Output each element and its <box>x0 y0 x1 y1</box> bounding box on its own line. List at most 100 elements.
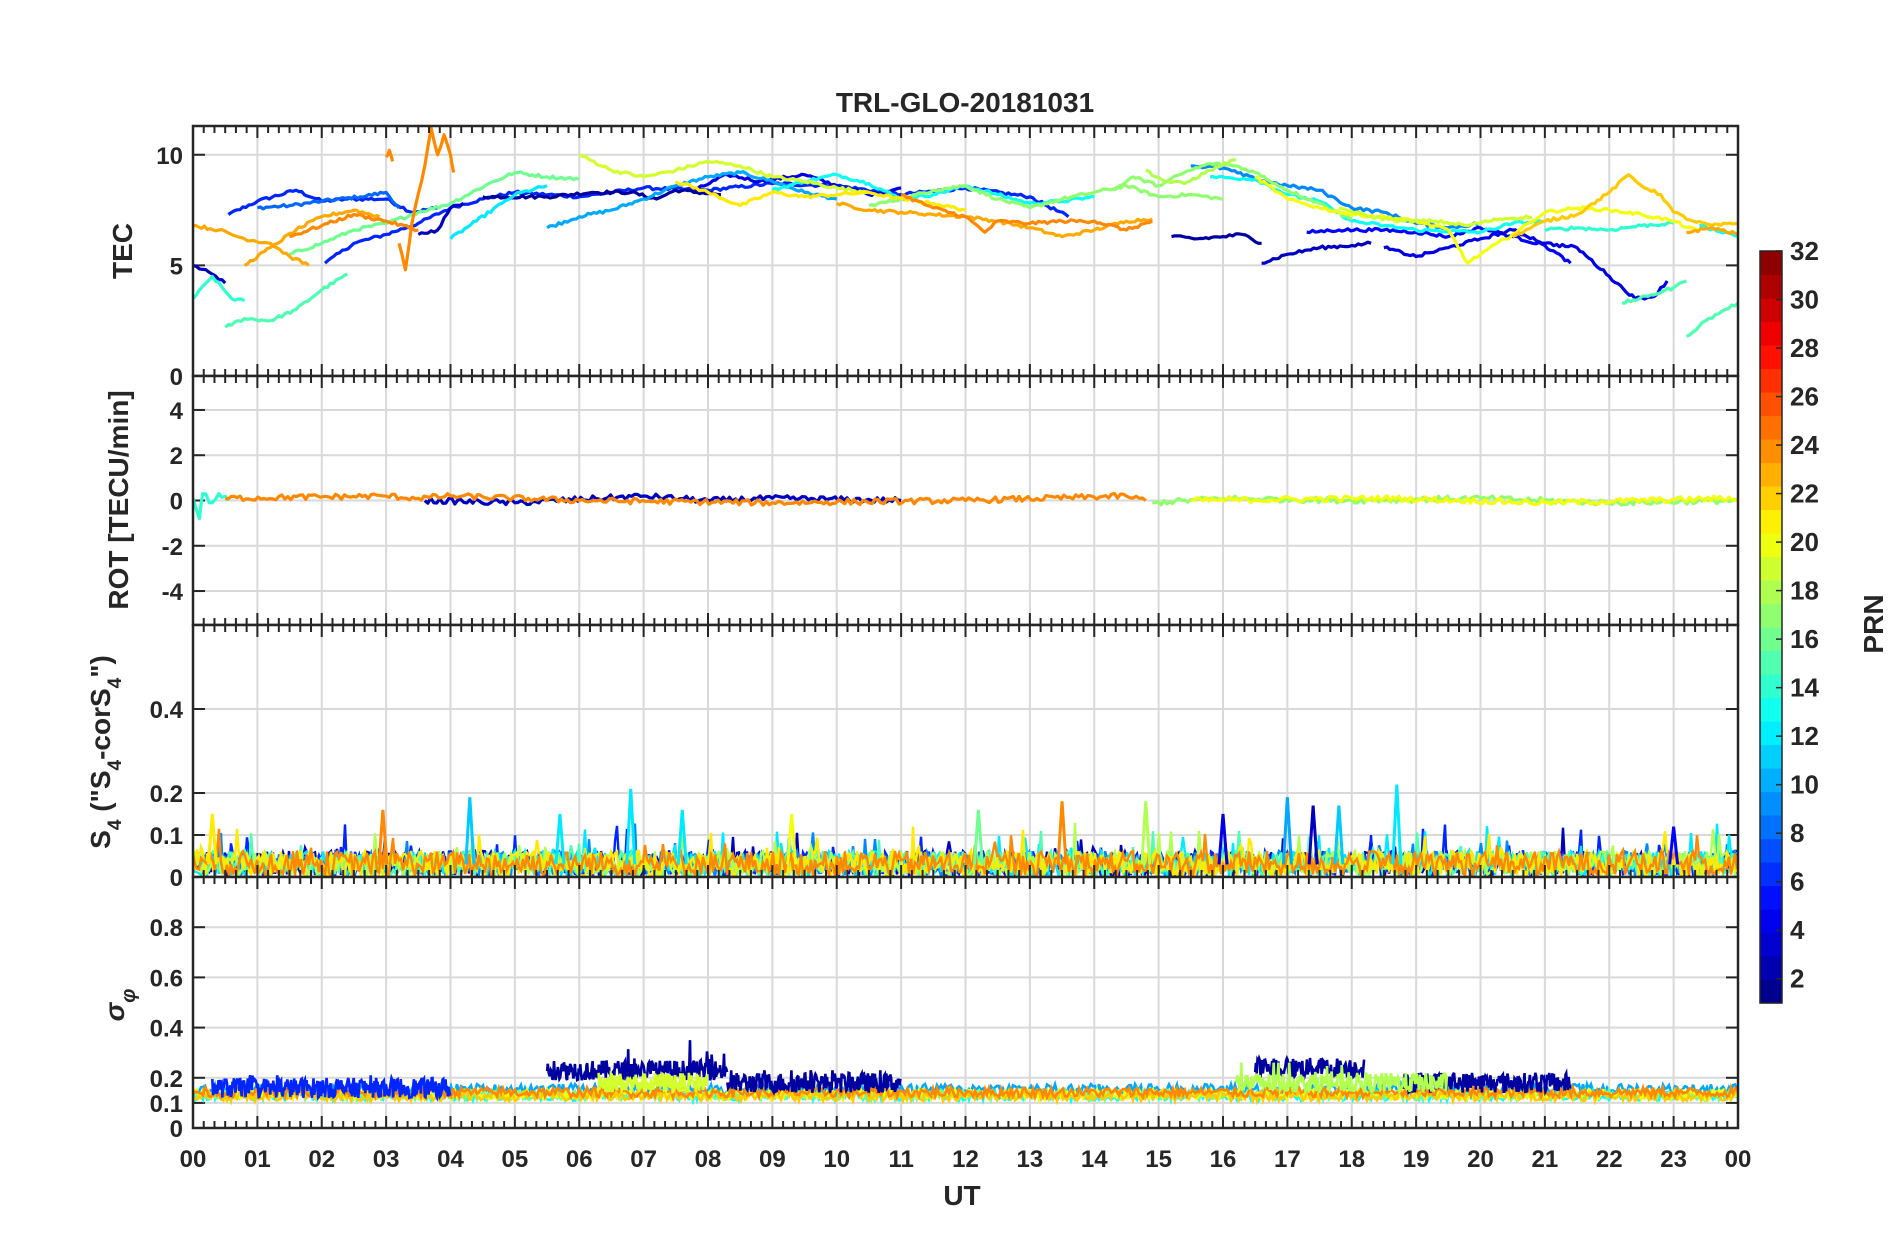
colorbar-bin <box>1760 885 1782 910</box>
colorbar-bin <box>1760 815 1782 840</box>
peak-prn-11 <box>1333 805 1345 865</box>
burst-prn-2 <box>726 1068 902 1096</box>
y-tick-label: -4 <box>162 579 184 606</box>
series-line-prn-16 <box>289 170 580 256</box>
series-line-prn-3 <box>193 263 227 285</box>
colorbar-label: PRN <box>1858 594 1889 653</box>
peak-prn-24 <box>1056 801 1068 865</box>
panel-1: 0 5 10 TEC <box>107 124 1740 391</box>
x-tick-label: 11 <box>888 1146 913 1173</box>
x-tick-label: 01 <box>244 1146 271 1173</box>
x-tick-label: 18 <box>1338 1146 1365 1173</box>
colorbar-tick-label: 12 <box>1790 721 1819 751</box>
series-line-prn-24 <box>397 126 456 272</box>
colorbar-bin <box>1760 509 1782 534</box>
burst-prn-18 <box>1234 1062 1449 1096</box>
colorbar-bin <box>1760 556 1782 581</box>
colorbar-tick-label: 4 <box>1790 915 1805 945</box>
y-tick-label: 0.1 <box>150 1091 183 1118</box>
x-tick-label: 14 <box>1081 1146 1108 1173</box>
series-line-prn-2 <box>1171 232 1262 245</box>
series-line-prn-15 <box>224 272 348 329</box>
y-tick-label: 0 <box>170 489 183 516</box>
series-line-prn-4 <box>1383 227 1669 301</box>
burst-prn-19 <box>597 1069 709 1097</box>
colorbar-bin <box>1760 415 1782 440</box>
chart-title: TRL-GLO-20181031 <box>836 87 1094 118</box>
panel-data <box>193 1040 1738 1106</box>
colorbar-bin <box>1760 298 1782 323</box>
colorbar-tick-label: 8 <box>1790 818 1804 848</box>
panel-data <box>193 126 1738 338</box>
y-axis-label: TEC <box>107 223 138 279</box>
colorbar-bin <box>1760 274 1782 299</box>
colorbar-bin <box>1760 791 1782 816</box>
noise-band-prn-24 <box>193 828 1738 877</box>
colorbar-tick-label: 28 <box>1790 333 1819 363</box>
colorbar-bin <box>1760 392 1782 417</box>
peak-prn-11 <box>464 797 476 865</box>
y-axis-label-part: 4 <box>105 819 126 830</box>
y-tick-label: 10 <box>156 143 183 170</box>
x-tick-label: 09 <box>759 1146 786 1173</box>
y-tick-label: 0.1 <box>150 823 183 850</box>
colorbar-bin <box>1760 909 1782 934</box>
colorbar-bin <box>1760 744 1782 769</box>
series-line-prn-8 <box>256 190 401 211</box>
colorbar-bin <box>1760 486 1782 511</box>
y-axis-label-part: 4 <box>105 677 126 688</box>
baseline-prn-24 <box>193 1082 1738 1103</box>
series-line-prn-17 <box>1112 161 1353 221</box>
colorbar-bin <box>1760 439 1782 464</box>
peak-prn-12 <box>625 788 637 865</box>
series-line-prn-14 <box>193 274 246 303</box>
series-line-prn-17 <box>868 183 1224 210</box>
peak-prn-12 <box>554 813 566 865</box>
y-axis-label-part: φ <box>118 989 140 1003</box>
x-tick-label: 02 <box>308 1146 335 1173</box>
colorbar-bin <box>1760 345 1782 370</box>
x-tick-label: 23 <box>1660 1146 1687 1173</box>
y-tick-label: 0.2 <box>150 781 183 808</box>
series-line-prn-22 <box>1512 173 1738 239</box>
y-tick-label: 2 <box>170 443 183 470</box>
series-line-prn-14 <box>1544 220 1675 232</box>
colorbar-bin <box>1760 721 1782 746</box>
panel-frame <box>191 875 1740 1130</box>
series-line-prn-2 <box>482 188 721 201</box>
colorbar-tick-label: 14 <box>1790 673 1819 703</box>
x-tick-label: 22 <box>1596 1146 1623 1173</box>
y-axis-label-part: ") <box>85 655 116 678</box>
colorbar-tick-label: 26 <box>1790 382 1819 412</box>
series-line-prn-19 <box>1338 206 1533 228</box>
series-line-prn-3 <box>1261 240 1372 265</box>
colorbar-bin <box>1760 862 1782 887</box>
x-tick-label: 05 <box>502 1146 529 1173</box>
baseline-prn-10 <box>193 1079 1738 1099</box>
burst-prn-6 <box>211 1073 452 1102</box>
series-line-prn-24 <box>384 148 395 162</box>
x-tick-label: 06 <box>566 1146 593 1173</box>
colorbar-bin <box>1760 956 1782 981</box>
colorbar-tick-label: 2 <box>1790 964 1804 994</box>
series-line-prn-19 <box>578 153 869 195</box>
colorbar-bin <box>1760 979 1782 1004</box>
x-tick-label: 15 <box>1145 1146 1172 1173</box>
y-tick-label: 0 <box>170 1116 183 1143</box>
x-tick-label: 08 <box>695 1146 722 1173</box>
x-tick-label: 16 <box>1210 1146 1237 1173</box>
colorbar-tick-label: 30 <box>1790 285 1819 315</box>
colorbar-tick-label: 16 <box>1790 624 1819 654</box>
peak-prn-21 <box>206 813 218 865</box>
colorbar-tick-label: 20 <box>1790 527 1819 557</box>
y-axis-label-part: S <box>85 830 116 849</box>
colorbar-tick-label: 24 <box>1790 430 1819 460</box>
x-tick-label: 07 <box>630 1146 657 1173</box>
x-tick-label: 12 <box>952 1146 979 1173</box>
x-tick-label: 00 <box>1725 1146 1752 1173</box>
peak-prn-5 <box>1668 826 1680 865</box>
y-axis-label: S4 ("S4-corS4") <box>85 655 126 849</box>
colorbar-bin <box>1760 768 1782 793</box>
